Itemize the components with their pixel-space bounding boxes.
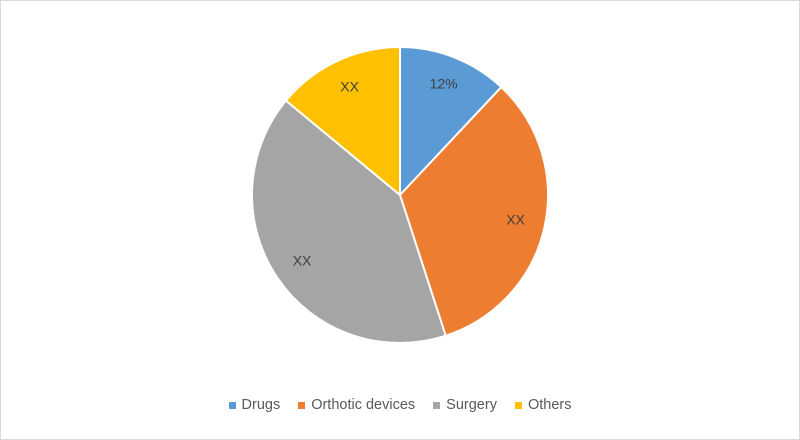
- data-label-drugs: 12%: [430, 76, 458, 92]
- pie-slice-orthotic-devices: [399, 86, 549, 337]
- legend-swatch-others: [514, 401, 522, 409]
- legend-swatch-surgery: [433, 401, 441, 409]
- pie-slice-drugs: [399, 46, 503, 196]
- pie-slice-surgery: [251, 99, 447, 344]
- legend-label-others: Others: [527, 397, 572, 413]
- legend-swatch-orthotic-devices: [298, 401, 306, 409]
- pie-slice-others: [284, 46, 401, 196]
- data-label-surgery: XX: [293, 252, 312, 268]
- legend-item-surgery: Surgery: [433, 397, 497, 413]
- data-label-orthotic-devices: XX: [506, 212, 525, 228]
- data-label-others: XX: [340, 79, 359, 95]
- legend-label-drugs: Drugs: [241, 397, 281, 413]
- legend-item-orthotic-devices: Orthotic devices: [298, 397, 415, 413]
- legend: Drugs Orthotic devices Surgery Others: [0, 397, 800, 413]
- legend-label-orthotic-devices: Orthotic devices: [311, 397, 416, 413]
- legend-swatch-drugs: [228, 401, 236, 409]
- legend-item-others: Others: [514, 397, 572, 413]
- legend-item-drugs: Drugs: [228, 397, 281, 413]
- legend-label-surgery: Surgery: [446, 397, 497, 413]
